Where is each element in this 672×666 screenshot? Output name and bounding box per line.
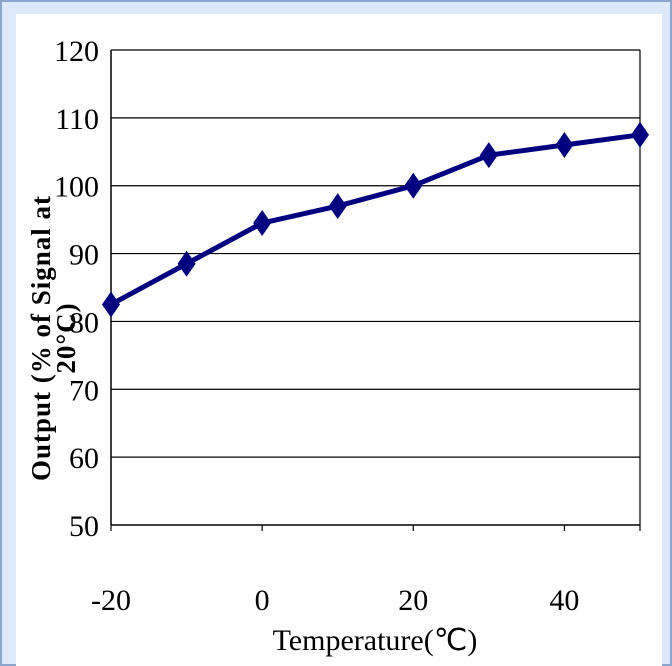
data-point bbox=[177, 250, 196, 277]
x-tick-labels: -20 0 20 40 bbox=[91, 584, 579, 617]
y-tick-label: 100 bbox=[54, 171, 99, 204]
x-tick-label: 0 bbox=[255, 584, 270, 617]
y-tick-label: 80 bbox=[69, 306, 99, 339]
grid-lines bbox=[111, 49, 640, 458]
series-line bbox=[109, 132, 641, 307]
data-point bbox=[253, 210, 272, 237]
y-tick-label: 70 bbox=[69, 374, 99, 407]
y-tick-labels: 50 60 70 80 90 100 110 120 bbox=[54, 35, 99, 543]
y-axis-label-line2: 20°C) bbox=[51, 302, 81, 373]
y-tick-label: 60 bbox=[69, 442, 99, 475]
data-point bbox=[102, 291, 120, 318]
x-tick-label: 20 bbox=[398, 584, 428, 617]
x-tick-label: 40 bbox=[549, 584, 579, 617]
plot-panel bbox=[16, 14, 662, 666]
data-point bbox=[479, 142, 498, 169]
series-group bbox=[102, 121, 649, 318]
x-tick-label: -20 bbox=[91, 584, 131, 617]
y-axis-label-line1: Output (% of Signal at bbox=[26, 195, 56, 481]
data-point bbox=[404, 172, 423, 199]
data-point bbox=[631, 121, 649, 148]
y-tick-label: 120 bbox=[54, 35, 99, 68]
x-axis-label: Temperature(℃) bbox=[273, 624, 478, 657]
axes bbox=[110, 50, 641, 531]
y-tick-label: 90 bbox=[69, 239, 99, 272]
data-point bbox=[328, 193, 347, 220]
data-point bbox=[555, 132, 574, 158]
y-tick-label: 50 bbox=[69, 510, 99, 543]
y-tick-label: 110 bbox=[55, 103, 99, 136]
